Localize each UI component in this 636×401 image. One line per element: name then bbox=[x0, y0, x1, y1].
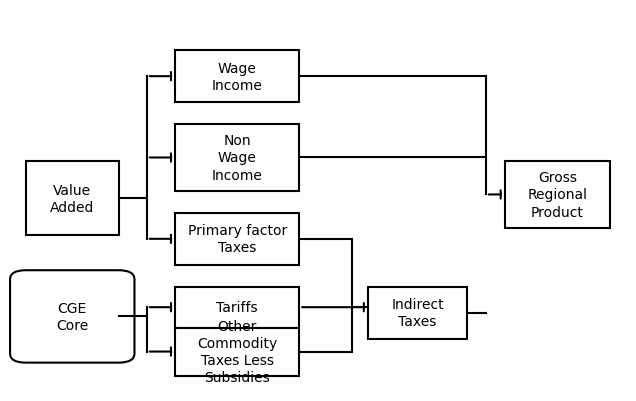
FancyBboxPatch shape bbox=[175, 213, 300, 265]
Text: Tariffs: Tariffs bbox=[216, 300, 258, 314]
Text: Primary factor
Taxes: Primary factor Taxes bbox=[188, 224, 287, 255]
Text: Non
Wage
Income: Non Wage Income bbox=[212, 134, 263, 182]
Text: Other
Commodity
Taxes Less
Subsidies: Other Commodity Taxes Less Subsidies bbox=[197, 319, 277, 385]
FancyBboxPatch shape bbox=[175, 51, 300, 103]
Text: CGE
Core: CGE Core bbox=[56, 301, 88, 332]
FancyBboxPatch shape bbox=[175, 125, 300, 191]
Text: Value
Added: Value Added bbox=[50, 183, 95, 214]
Text: Indirect
Taxes: Indirect Taxes bbox=[391, 298, 444, 328]
Text: Gross
Regional
Product: Gross Regional Product bbox=[527, 171, 588, 219]
FancyBboxPatch shape bbox=[25, 162, 119, 235]
FancyBboxPatch shape bbox=[10, 271, 134, 363]
FancyBboxPatch shape bbox=[504, 162, 611, 228]
FancyBboxPatch shape bbox=[175, 287, 300, 328]
Text: Wage
Income: Wage Income bbox=[212, 61, 263, 93]
FancyBboxPatch shape bbox=[368, 287, 467, 339]
FancyBboxPatch shape bbox=[175, 328, 300, 376]
